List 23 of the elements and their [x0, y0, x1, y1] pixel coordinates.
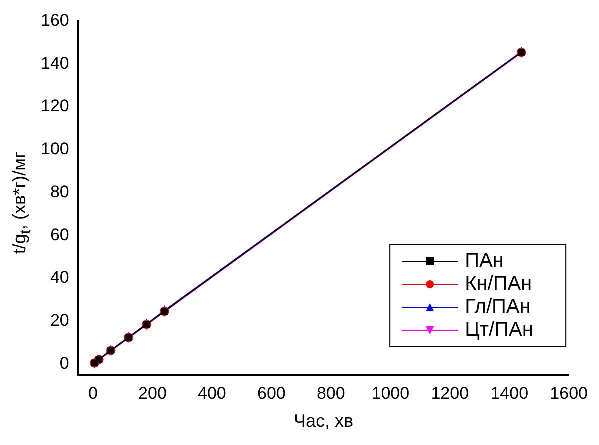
x-tick-label: 1600	[550, 384, 588, 403]
x-axis-title: Час, хв	[294, 411, 354, 432]
y-tick-label: 140	[40, 54, 70, 73]
x-tick-label: 600	[257, 384, 286, 403]
y-tick-label: 20	[50, 311, 70, 330]
x-tick-label: 1200	[431, 384, 470, 403]
x-tick-label: 1000	[372, 384, 410, 403]
y-tick-label: 100	[40, 140, 70, 159]
x-tick-label: 1400	[490, 384, 529, 403]
x-tick-label: 800	[316, 384, 346, 403]
y-tick-label: 40	[50, 268, 70, 288]
legend-label: Кн/ПАн	[465, 273, 532, 296]
legend-label: ПАн	[465, 250, 504, 272]
x-tick-label: 400	[198, 384, 226, 403]
x-tick-label: 200	[138, 384, 167, 403]
y-tick-label: 0	[60, 354, 70, 373]
y-tick-label: 80	[50, 182, 70, 202]
y-tick-label: 160	[40, 10, 70, 30]
x-tick-label: 0	[88, 384, 98, 403]
legend-label: Гл/ПАн	[465, 296, 531, 318]
legend-label: Цт/ПАн	[465, 319, 534, 342]
y-tick-label: 60	[50, 225, 70, 244]
y-tick-label: 120	[40, 96, 70, 116]
